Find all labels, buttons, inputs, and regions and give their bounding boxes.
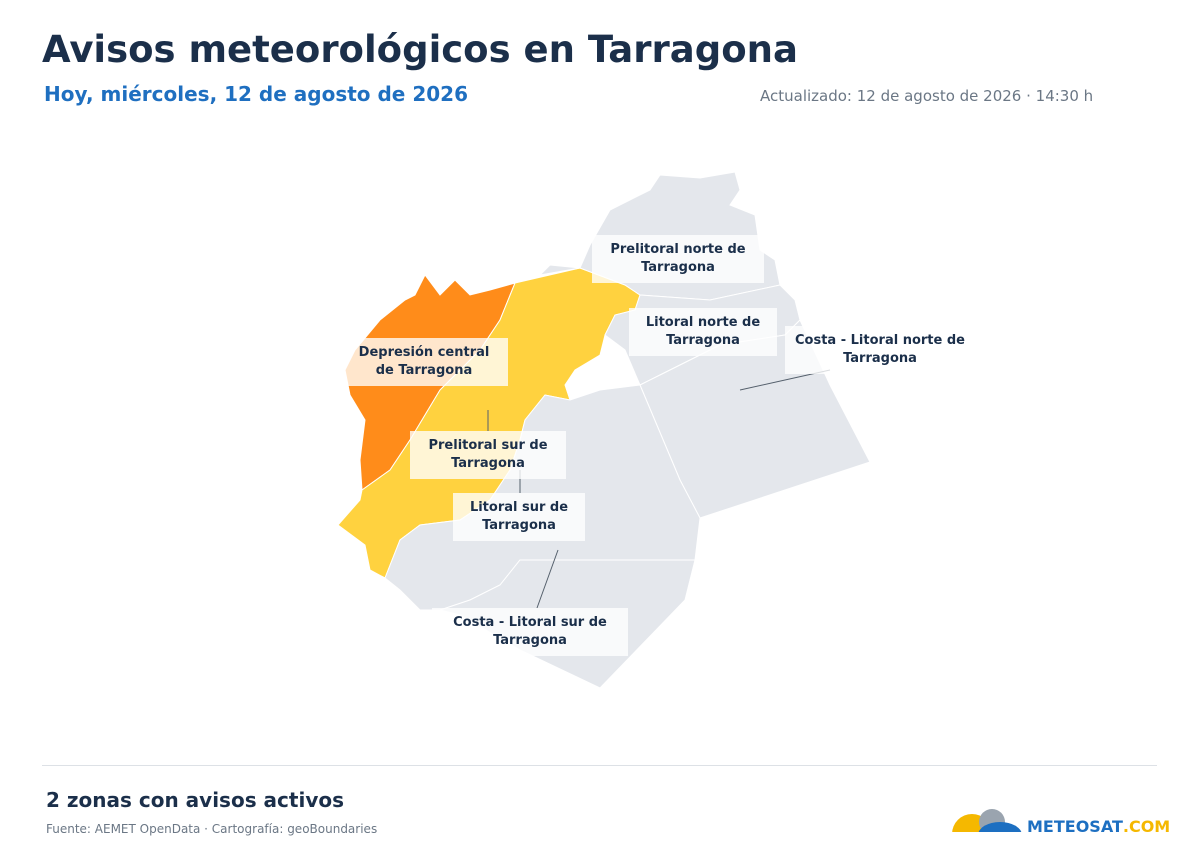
subtitle: Hoy, miércoles, 12 de agosto de 2026: [44, 82, 468, 106]
zone-label: Prelitoral norte de Tarragona: [592, 235, 764, 283]
title: Avisos meteorológicos en Tarragona: [42, 28, 798, 71]
logo-name: METEOSAT: [1027, 817, 1123, 836]
logo: METEOSAT.COM: [1027, 817, 1170, 836]
divider: [42, 765, 1157, 766]
logo-suffix: .COM: [1122, 817, 1171, 836]
zone-label: Prelitoral sur de Tarragona: [410, 431, 566, 479]
zone-label: Costa - Litoral sur de Tarragona: [432, 608, 628, 656]
updated: Actualizado: 12 de agosto de 2026 · 14:3…: [760, 87, 1094, 105]
zone-label: Litoral norte de Tarragona: [629, 308, 777, 356]
zone-label: Litoral sur de Tarragona: [453, 493, 585, 541]
zone-label: Costa - Litoral norte de Tarragona: [785, 326, 975, 374]
zone-label: Depresión central de Tarragona: [340, 338, 508, 386]
source: Fuente: AEMET OpenData · Cartografía: ge…: [46, 822, 378, 836]
leader-line: [536, 549, 559, 609]
summary: 2 zonas con avisos activos: [46, 788, 345, 812]
logo-icon: [940, 809, 1030, 850]
